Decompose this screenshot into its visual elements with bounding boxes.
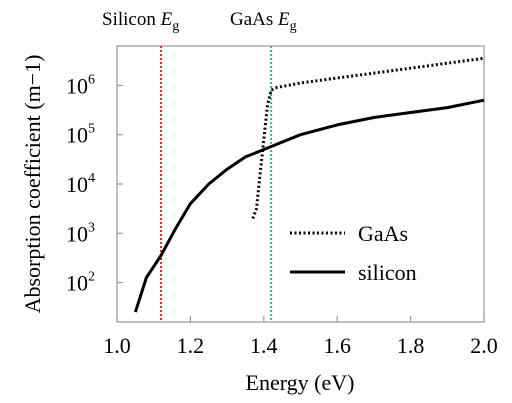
y-tick-label-2: 104 <box>66 171 95 197</box>
gaas-eg-label: GaAs Eg <box>230 9 297 34</box>
x-tick-label-1: 1.2 <box>177 333 205 358</box>
legend-label-silicon: silicon <box>358 260 417 285</box>
x-axis-title: Energy (eV) <box>246 370 355 395</box>
x-tick-label-3: 1.6 <box>323 333 351 358</box>
legend-label-gaas: GaAs <box>358 221 408 246</box>
x-axis-ticks: 1.0 1.2 1.4 1.6 1.8 2.0 <box>103 316 498 358</box>
y-tick-label-3: 105 <box>66 122 95 148</box>
plot-frame <box>116 45 485 323</box>
x-tick-label-0: 1.0 <box>103 333 131 358</box>
data-series <box>133 56 485 313</box>
y-axis-title: Absorption coefficient (m−1) <box>20 55 45 314</box>
x-tick-label-5: 2.0 <box>470 333 498 358</box>
y-tick-label-0: 102 <box>66 270 95 296</box>
x-tick-label-4: 1.8 <box>397 333 425 358</box>
legend: GaAs silicon <box>290 221 417 285</box>
y-tick-label-4: 106 <box>66 72 95 98</box>
silicon-eg-label: Silicon Eg <box>102 9 179 34</box>
y-axis-ticks: 102 103 104 105 106 <box>66 72 123 296</box>
series-line-silicon <box>133 98 485 313</box>
series-line-gaas <box>251 56 485 220</box>
x-tick-label-2: 1.4 <box>250 333 278 358</box>
y-tick-label-1: 103 <box>66 220 95 246</box>
bandgap-lines <box>160 46 273 322</box>
